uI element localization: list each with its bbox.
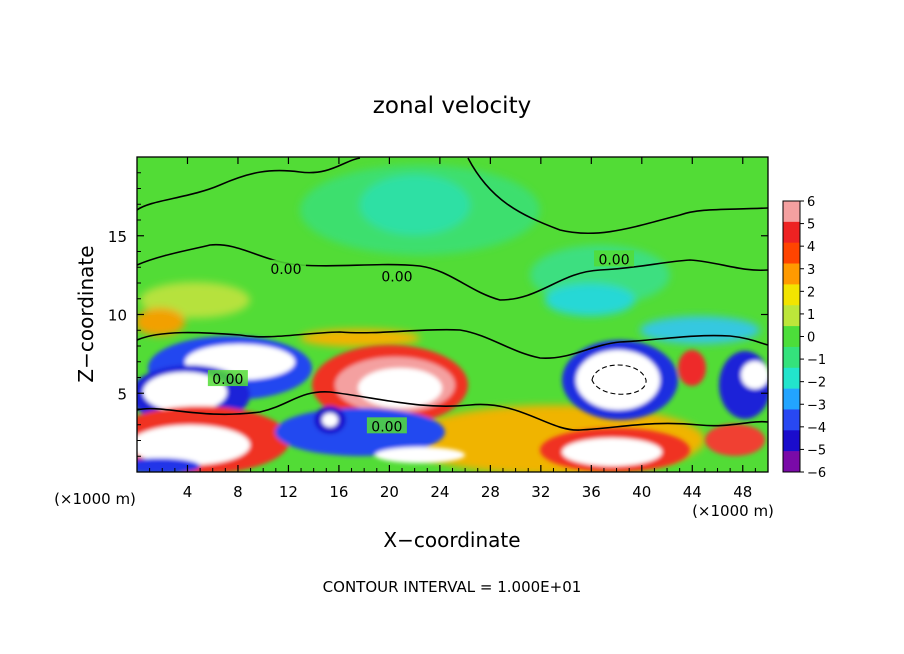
x-tick-label: 12 xyxy=(279,483,298,501)
colorbar-swatch xyxy=(783,367,800,389)
colorbar-swatch xyxy=(783,263,800,285)
colorbar-label: −5 xyxy=(807,443,826,458)
colorbar-swatch xyxy=(783,451,800,473)
y-tick-label: 5 xyxy=(117,385,127,403)
contour-label-bg xyxy=(366,417,407,434)
colorbar-label: −1 xyxy=(807,353,826,368)
x-tick-label: 24 xyxy=(430,483,449,501)
contour-interval-note: CONTOUR INTERVAL = 1.000E+01 xyxy=(323,578,582,596)
colorbar-label: 0 xyxy=(807,331,815,346)
zero-contours xyxy=(137,157,768,431)
colorbar-swatch xyxy=(783,409,800,431)
colorbar-label: −6 xyxy=(807,466,826,481)
contour-label: 0.00 xyxy=(270,262,301,278)
dashed-vortex xyxy=(591,364,647,395)
x-tick-label: 44 xyxy=(683,483,702,501)
colorbar-swatch xyxy=(783,430,800,452)
colorbar-swatch xyxy=(783,305,800,327)
contour-label-bg xyxy=(376,267,417,284)
contour-label: 0.00 xyxy=(381,270,412,286)
contour-label-bg xyxy=(594,250,635,267)
x-tick-label: 32 xyxy=(531,483,550,501)
colorbar-swatch xyxy=(783,221,800,243)
colorbar-label: −2 xyxy=(807,376,826,391)
y-axis-label: Z−coordinate xyxy=(74,245,98,382)
colorbar-label: 2 xyxy=(807,285,815,300)
mid-contour xyxy=(137,243,768,301)
contour-labels: 0.00 0.00 0.00 0.00 0.00 xyxy=(207,250,635,435)
colorbar-label: 1 xyxy=(807,308,815,323)
y-tick-label: 15 xyxy=(108,228,127,246)
deep-contour xyxy=(137,391,768,431)
x-tick-label: 40 xyxy=(632,483,651,501)
colorbar-label: −4 xyxy=(807,421,826,436)
x-tick-label: 20 xyxy=(380,483,399,501)
colorbar-swatch xyxy=(783,284,800,306)
x-tick-label: 4 xyxy=(183,483,193,501)
contour-label: 0.00 xyxy=(371,419,402,435)
contour-label: 0.00 xyxy=(212,372,243,388)
colorbar-label: −3 xyxy=(807,398,826,413)
contour-label: 0.00 xyxy=(598,252,629,268)
colorbar-swatch xyxy=(783,346,800,369)
chart-title: zonal velocity xyxy=(373,93,531,119)
contour-label-bg xyxy=(265,259,306,276)
velocity-field xyxy=(137,157,768,472)
x-unit-right: (×1000 m) xyxy=(692,502,774,520)
colorbar-label: 4 xyxy=(807,240,815,255)
x-axis: 4 8 12 16 20 24 28 32 36 40 44 48 xyxy=(149,157,756,501)
x-tick-label: 28 xyxy=(481,483,500,501)
colorbar-swatch xyxy=(783,326,800,348)
colorbar-swatch xyxy=(783,388,800,410)
colorbar: 6 5 4 3 2 1 0 −1 −2 −3 −4 −5 −6 xyxy=(782,195,826,481)
x-tick-label: 36 xyxy=(582,483,601,501)
lower-contour xyxy=(137,328,768,359)
colorbar-label: 3 xyxy=(807,263,815,278)
x-tick-label: 16 xyxy=(329,483,348,501)
y-axis: 5 10 15 xyxy=(108,172,768,457)
contour-label-bg xyxy=(207,370,248,387)
y-tick-label: 10 xyxy=(108,307,127,325)
colorbar-swatch xyxy=(783,242,800,264)
x-unit-left: (×1000 m) xyxy=(54,490,136,508)
x-tick-label: 48 xyxy=(733,483,752,501)
upper-contour xyxy=(137,157,768,235)
x-axis-label: X−coordinate xyxy=(383,528,520,552)
colorbar-label: 5 xyxy=(807,218,815,233)
colorbar-swatch xyxy=(783,201,800,223)
colorbar-label: 6 xyxy=(807,195,815,210)
x-tick-label: 8 xyxy=(233,483,243,501)
